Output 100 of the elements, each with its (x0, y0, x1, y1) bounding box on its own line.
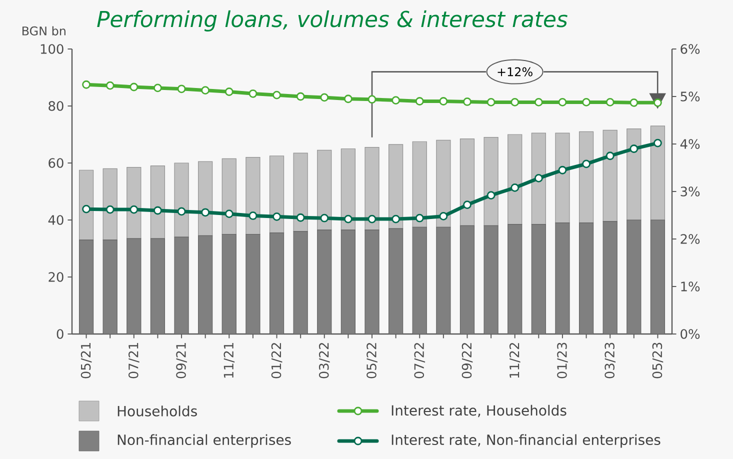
x-tick-label: 11/21 (224, 342, 235, 378)
bar (78, 170, 94, 240)
y-tick-label: 0 (56, 329, 64, 339)
point (654, 138, 662, 148)
bar (269, 156, 284, 234)
bar (246, 156, 260, 235)
bar (293, 152, 308, 232)
point (82, 80, 90, 89)
point (272, 90, 281, 100)
point (558, 98, 567, 106)
bar (460, 138, 475, 226)
y-tick-label: 60 (48, 158, 64, 168)
point (248, 89, 258, 98)
point (320, 214, 329, 222)
y-tick-label: 80 (48, 101, 64, 111)
point (82, 204, 90, 214)
bar (650, 126, 666, 220)
point (296, 92, 305, 101)
point (130, 82, 138, 92)
x-tick-label: 09/21 (176, 342, 187, 378)
point (154, 84, 162, 92)
point (248, 212, 258, 220)
point (582, 160, 590, 168)
y2-tick-label: 1% (681, 282, 700, 292)
y2-tick-label: 5% (680, 92, 700, 102)
point (582, 98, 590, 106)
bar (174, 162, 189, 238)
point (177, 84, 186, 94)
x-tick-label: 11/22 (509, 343, 520, 378)
point (463, 98, 472, 106)
bar (602, 130, 618, 222)
point (510, 98, 520, 106)
x-tick-label: 03/23 (604, 342, 616, 378)
point (177, 207, 186, 216)
x-tick-label: 05/22 (366, 343, 378, 378)
point (368, 95, 376, 104)
point (654, 98, 662, 107)
point (344, 214, 352, 224)
x-tick-label: 05/23 (652, 342, 664, 378)
point (606, 152, 614, 160)
x-tick-label: 01/22 (271, 343, 282, 378)
point (130, 205, 138, 214)
point (486, 191, 496, 200)
x-tick-label: 05/21 (80, 342, 92, 378)
y-tick-label: 100 (40, 44, 64, 54)
point (368, 214, 376, 224)
point (106, 81, 114, 90)
bar (626, 128, 642, 220)
annotation: +12% (498, 67, 532, 76)
legend-label: Interest rate, Non-financial enterprises (392, 434, 660, 448)
x-tick-label: 07/21 (128, 342, 140, 378)
legend-label: Households (118, 406, 197, 416)
y2-tick-label: 0% (680, 329, 700, 339)
y2-tick-label: 3% (680, 186, 700, 196)
point (486, 98, 496, 106)
bar (150, 166, 166, 239)
point (154, 206, 162, 215)
point (201, 86, 210, 95)
point (320, 93, 329, 102)
bar (222, 158, 236, 235)
y2-tick-label: 6% (680, 44, 700, 54)
bar (340, 148, 356, 230)
point (606, 98, 614, 106)
bar (317, 150, 332, 230)
point (630, 144, 638, 153)
point (296, 213, 305, 222)
x-tick-label: 09/22 (462, 343, 473, 378)
point (344, 94, 352, 104)
point (415, 214, 424, 222)
y-axis-title: BGN bn (22, 26, 66, 36)
y2-tick-label: 2% (680, 234, 700, 244)
point (558, 166, 567, 174)
point (392, 214, 400, 224)
bar (388, 144, 404, 229)
point (224, 210, 234, 218)
point (106, 205, 114, 214)
bar (102, 168, 118, 240)
bar (126, 166, 142, 239)
bar (508, 134, 522, 225)
y-tick-label: 20 (48, 272, 64, 282)
point (439, 97, 448, 106)
point (201, 208, 210, 217)
point (224, 88, 234, 96)
legend-label: Non-financial enterprises (118, 434, 291, 448)
bar (364, 147, 380, 230)
legend-label: Interest rate, Households (392, 404, 566, 418)
x-tick-label: 07/22 (414, 343, 426, 378)
point (510, 184, 520, 192)
bar (412, 141, 427, 228)
bar (578, 131, 594, 224)
bar (436, 140, 451, 228)
y2-tick-label: 4% (680, 139, 700, 149)
point (463, 200, 472, 209)
point (439, 212, 448, 220)
point (392, 96, 400, 104)
point (630, 98, 638, 107)
bar (198, 161, 213, 236)
bar (531, 132, 546, 225)
x-tick-label: 01/23 (557, 342, 568, 378)
chart-title: Performing loans, volumes & interest rates (97, 10, 568, 32)
